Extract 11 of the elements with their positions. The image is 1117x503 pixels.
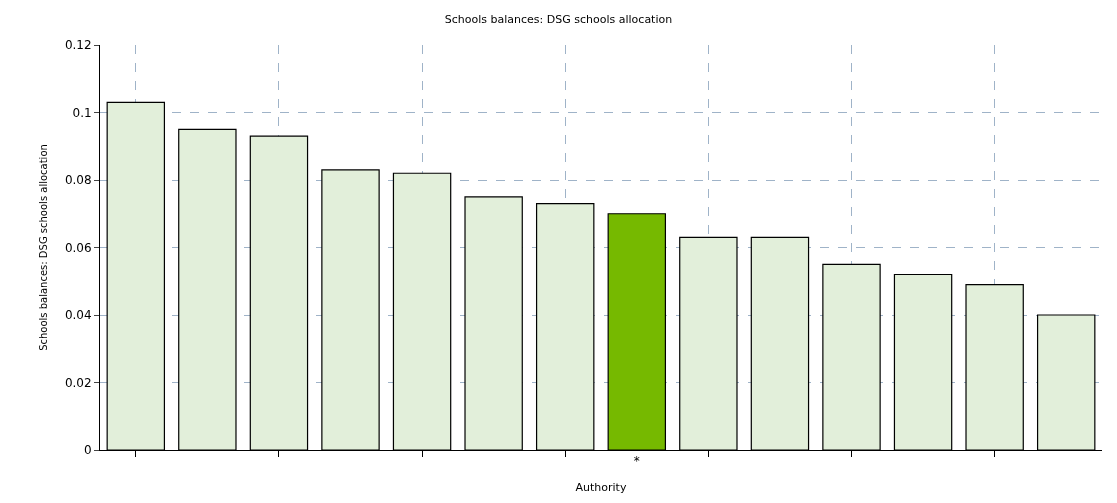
y-tick-label: 0 [83, 443, 92, 458]
x-tick-label: * [633, 454, 640, 469]
y-tick-label: 0.04 [64, 308, 92, 323]
x-axis-title: Authority [575, 480, 627, 494]
y-tick-label: 0.12 [64, 38, 92, 53]
chart-title: Schools balances: DSG schools allocation [444, 12, 673, 26]
y-tick-label: 0.06 [64, 240, 92, 255]
y-tick-label: 0.1 [72, 105, 92, 120]
y-axis-title: Schools balances: DSG schools allocation [37, 144, 49, 351]
y-tick-label: 0.02 [64, 375, 92, 390]
y-tick-label: 0.08 [64, 173, 92, 188]
